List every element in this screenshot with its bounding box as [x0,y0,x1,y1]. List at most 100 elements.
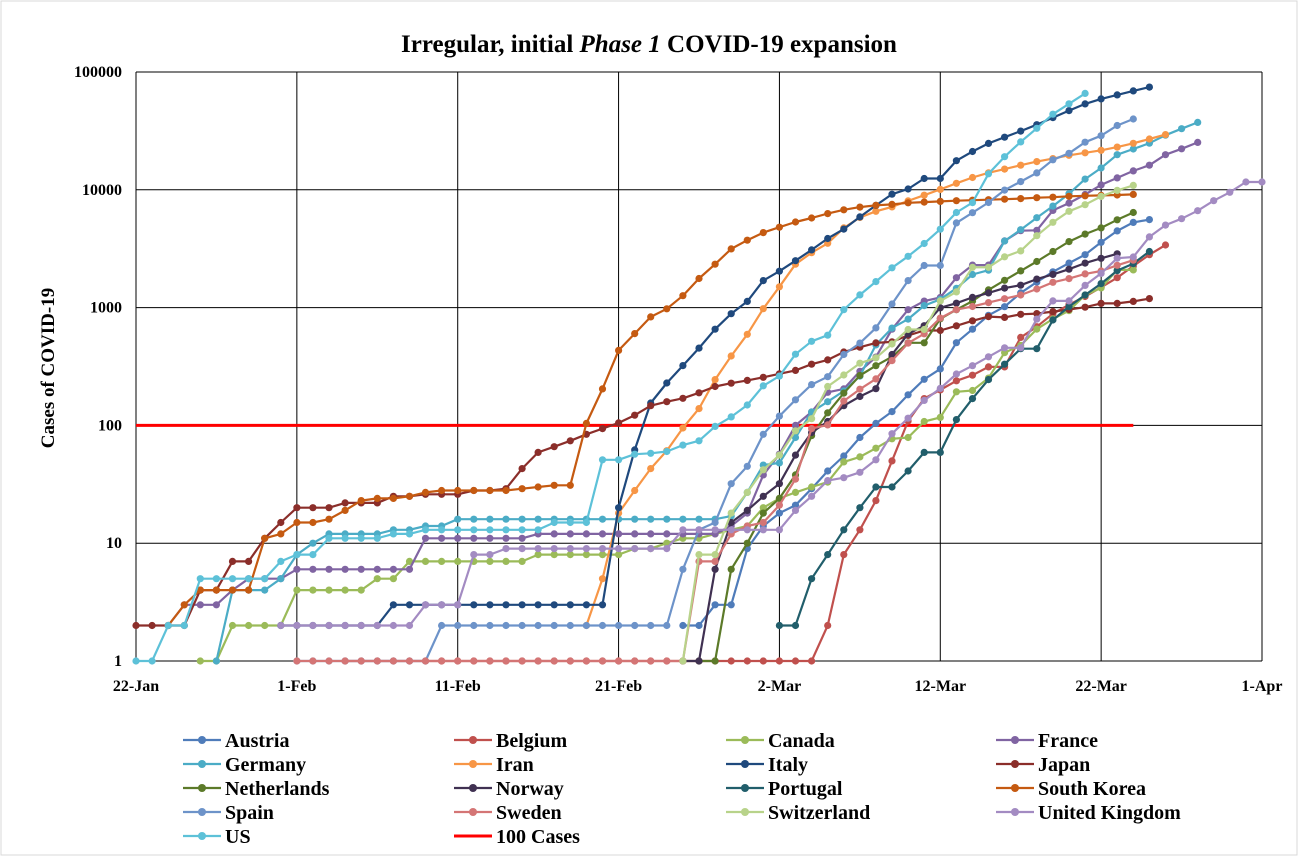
data-point-us [534,526,542,534]
data-point-belgium [888,457,896,465]
data-point-iran [952,179,961,187]
data-point-japan [566,437,574,445]
data-point-portugal [1145,247,1153,256]
data-point-south-korea [663,305,671,313]
legend-marker-united-kingdom [1011,808,1019,816]
x-tick-label: 1-Feb [277,678,316,695]
data-point-united-kingdom [968,362,977,370]
data-point-south-korea [1049,193,1057,201]
data-point-united-kingdom [679,526,687,534]
data-point-portugal [1065,303,1073,311]
legend-label-portugal: Portugal [768,778,843,800]
data-point-spain [679,565,687,573]
data-point-canada [309,586,317,594]
data-point-germany [791,433,800,442]
data-point-france [904,306,912,314]
data-point-portugal [872,483,880,491]
data-point-us [663,447,671,456]
legend: Austria Belgium Canada France Germany Iran Ita… [183,730,1181,848]
data-point-spain [904,277,912,285]
data-point-spain [1001,186,1009,194]
data-point-spain [1033,169,1041,177]
data-point-united-kingdom [454,601,462,609]
data-point-france [1145,161,1153,169]
data-point-united-kingdom [1178,215,1186,223]
x-axis-tick-labels: 22-Jan 1-Feb 11-Feb 21-Feb 2-Mar 12-Mar 22-Mar… [113,678,1283,695]
data-point-south-korea [454,486,462,495]
data-point-france [470,534,478,542]
data-point-united-kingdom [1194,207,1202,215]
data-point-japan [1097,299,1105,307]
data-point-norway [1097,254,1105,262]
data-point-france [373,565,381,573]
data-point-us [357,534,365,542]
data-point-germany [775,459,784,467]
data-point-italy [1081,100,1089,108]
data-point-south-korea [566,481,574,489]
data-point-japan [984,313,993,321]
data-point-germany [518,515,526,523]
data-point-italy [663,379,671,387]
legend-marker-austria [198,736,206,744]
data-point-japan [341,499,349,507]
data-point-belgium [872,497,880,505]
data-point-canada [582,551,591,559]
data-point-netherlands [824,409,832,417]
data-point-belgium [840,551,848,559]
data-point-belgium [1161,241,1170,249]
data-point-sweden [808,425,816,433]
data-point-spain [1017,178,1025,186]
data-point-austria [888,408,896,416]
data-point-netherlands [711,657,719,665]
data-point-france [550,530,558,538]
data-point-japan [245,557,253,566]
data-point-sweden [518,657,526,665]
data-point-france [1178,145,1186,153]
legend-entry-portugal: Portugal [726,778,843,800]
data-point-germany [1049,202,1057,210]
data-point-sweden [357,657,365,665]
data-point-france [357,565,365,573]
data-point-belgium [791,657,800,665]
data-point-italy [502,601,510,609]
data-point-south-korea [550,481,558,489]
data-point-switzerland [1081,201,1089,209]
data-point-sweden [856,385,864,393]
data-point-united-kingdom [1258,178,1266,186]
data-point-us [502,526,510,534]
data-point-canada [454,557,462,566]
legend-marker-switzerland [741,808,749,816]
data-point-south-korea [180,601,188,609]
data-point-switzerland [872,354,880,362]
x-tick-label: 1-Apr [1242,678,1283,695]
data-point-us [566,518,574,527]
data-point-united-kingdom [438,601,446,609]
data-point-us [808,337,816,345]
data-point-france [631,530,639,538]
data-point-belgium [824,621,832,630]
data-point-germany [502,515,510,523]
legend-entry-100-cases: 100 Cases [454,826,580,848]
data-point-united-kingdom [711,526,719,534]
data-point-us [245,575,253,583]
data-point-us [872,278,880,286]
data-point-canada [341,586,349,594]
data-point-us [840,306,848,314]
data-point-italy [952,157,961,165]
data-point-united-kingdom [405,621,414,630]
data-point-norway [791,451,800,459]
data-point-iran [743,330,751,338]
data-point-austria [775,509,784,517]
data-point-sweden [389,657,397,665]
data-point-south-korea [261,534,269,542]
legend-marker-us [198,832,206,840]
data-point-iran [1001,165,1009,173]
data-point-united-kingdom [1129,253,1137,261]
data-point-us [132,657,140,665]
data-point-switzerland [808,415,816,423]
data-point-united-kingdom [888,430,896,438]
data-point-us [904,252,912,260]
data-point-italy [984,139,993,147]
legend-entry-canada: Canada [726,730,835,752]
data-point-south-korea [775,223,784,231]
